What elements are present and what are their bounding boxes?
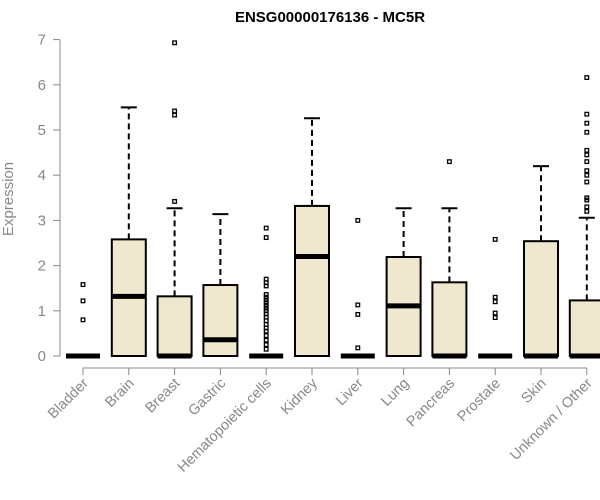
outlier-point (584, 208, 590, 214)
outlier-point (172, 198, 178, 204)
outlier-point (263, 297, 269, 303)
outlier-point (263, 294, 269, 300)
x-tick-label: Breast (142, 376, 183, 417)
x-tick-label: Lung (378, 376, 412, 410)
outlier-point (492, 310, 498, 316)
x-tick-label: Pancreas (404, 376, 459, 431)
y-axis-label: Expression (0, 162, 17, 236)
y-tick-label: 4 (38, 167, 46, 184)
outlier-point (80, 282, 86, 288)
box-group-bladder: Bladder (45, 282, 100, 422)
outlier-point (492, 294, 498, 300)
outlier-point (584, 179, 590, 185)
outlier-point (172, 112, 178, 118)
outlier-point (172, 40, 178, 46)
outlier-point (80, 317, 86, 323)
outlier-point (492, 236, 498, 242)
outlier-point (584, 159, 590, 165)
outlier-point (355, 311, 361, 317)
outlier-point (446, 159, 452, 165)
outlier-point (172, 108, 178, 114)
x-tick-label: Unknown / Other (507, 375, 595, 463)
y-tick-label: 3 (38, 212, 46, 229)
box-iqr (294, 204, 330, 357)
outlier-point (263, 305, 269, 311)
x-tick-label: Bladder (45, 375, 92, 422)
outlier-point (355, 302, 361, 308)
outlier-point (263, 300, 269, 306)
x-tick-label: Prostate (455, 376, 504, 425)
box-iqr (202, 284, 239, 358)
box-iqr (431, 281, 468, 358)
box-iqr (568, 299, 600, 357)
outlier-point (263, 225, 269, 231)
x-tick-label: Liver (333, 375, 367, 409)
outlier-point (263, 276, 269, 282)
outlier-point (263, 346, 269, 352)
x-tick-label: Kidney (278, 375, 321, 418)
outlier-point (584, 129, 590, 135)
outlier-point (355, 345, 361, 351)
outlier-point (263, 235, 269, 241)
box-group-breast: Breast (142, 40, 193, 417)
y-tick-label: 1 (38, 303, 46, 320)
outlier-point (492, 299, 498, 305)
outlier-point (584, 195, 590, 201)
outlier-point (584, 111, 590, 117)
outlier-point (584, 147, 590, 153)
outlier-point (263, 337, 269, 343)
outlier-point (355, 217, 361, 223)
outlier-point (263, 302, 269, 308)
y-tick-label: 0 (38, 348, 46, 365)
x-tick-label: Gastric (185, 376, 229, 420)
outlier-point (584, 75, 590, 81)
box-group-skin: Skin (519, 165, 559, 407)
box-group-brain: Brain (102, 106, 147, 411)
box-iqr (523, 240, 559, 357)
outlier-point (263, 333, 269, 339)
outlier-point (584, 120, 590, 126)
outlier-point (263, 342, 269, 348)
outlier-point (584, 204, 590, 210)
outlier-point (584, 172, 590, 178)
x-tick-label: Brain (102, 376, 137, 411)
box-group-liver: Liver (333, 217, 375, 409)
y-tick-label: 5 (38, 122, 46, 139)
outlier-point (263, 308, 269, 314)
chart-title: ENSG00000176136 - MC5R (235, 9, 425, 26)
outlier-point (80, 298, 86, 304)
x-tick-label: Skin (519, 376, 550, 407)
outlier-point (492, 315, 498, 321)
outlier-point (263, 292, 269, 297)
box-group-lung: Lung (378, 207, 422, 410)
y-tick-label: 2 (38, 258, 46, 275)
y-tick-label: 6 (38, 77, 46, 94)
outlier-point (584, 168, 590, 174)
y-tick-label: 7 (38, 32, 46, 49)
box-group-gastric: Gastric (185, 213, 239, 420)
outlier-point (584, 152, 590, 158)
box-group-kidney: Kidney (278, 117, 330, 418)
box-iqr (156, 295, 193, 357)
